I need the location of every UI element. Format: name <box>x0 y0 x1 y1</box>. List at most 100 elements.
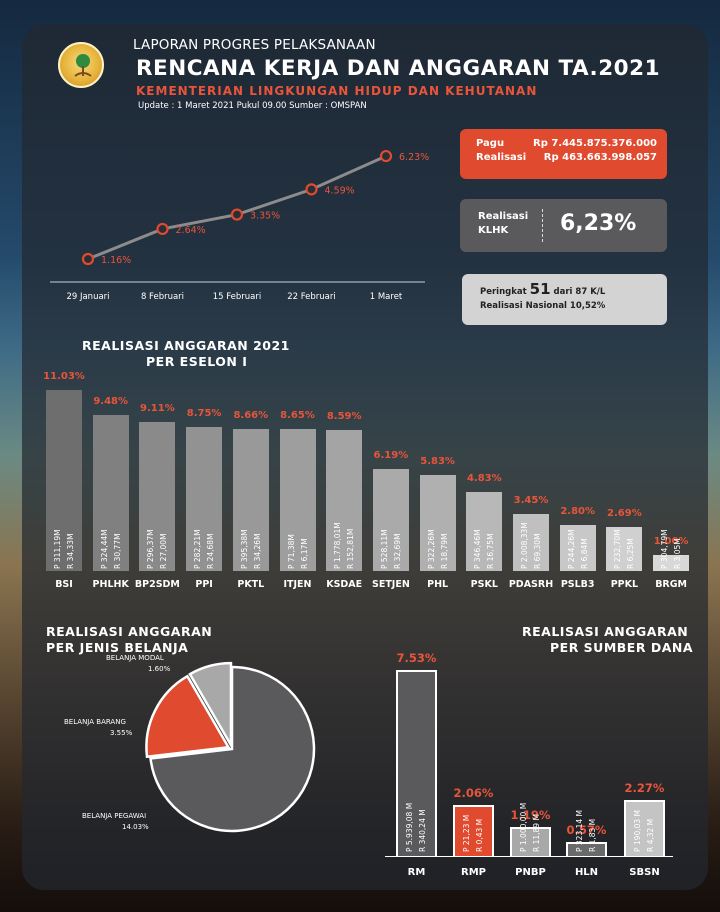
eselon-pct-label: 2.69% <box>607 507 642 519</box>
report-subtitle: LAPORAN PROGRES PELAKSANAAN <box>133 37 376 53</box>
progress-point-label: 4.59% <box>325 185 355 196</box>
eselon-realisasi-value: R 152,81M <box>346 528 356 569</box>
pie-slice <box>145 674 231 759</box>
jenis-belanja-pie-chart: BELANJA PEGAWAI 14.03% BELANJA BARANG 3.55%… <box>64 654 316 833</box>
eselon-category-label: SETJEN <box>371 579 410 590</box>
pie-slice-name: BELANJA MODAL <box>106 654 164 662</box>
eselon-pagu-value: P 232,70M <box>613 529 623 569</box>
eselon-bar <box>653 554 690 571</box>
eselon-category-label: PPI <box>195 579 213 590</box>
ranking-box: Peringkat 51 dari 87 K/L Realisasi Nasio… <box>462 274 667 325</box>
eselon-bar <box>46 390 82 571</box>
eselon-realisasi-value: R 6,17M <box>299 538 309 569</box>
eselon-subtitle: PER ESELON I <box>146 354 248 369</box>
eselon-pagu-value: P 304,79M <box>660 529 670 569</box>
x-axis-label: 15 Februari <box>213 292 262 302</box>
x-axis-label: 29 Januari <box>66 292 109 302</box>
eselon-pagu-value: P 528,11M <box>379 529 389 569</box>
eselon-pct-label: 11.03% <box>43 371 85 382</box>
eselon-pagu-value: P 1.778,01M <box>333 522 343 569</box>
rank-suffix: dari 87 K/L <box>553 287 606 297</box>
eselon-category-label: BP2SDM <box>134 579 180 590</box>
eselon-category-label: PPKL <box>610 579 639 590</box>
eselon-realisasi-value: R 69,30M <box>533 533 542 569</box>
pie-slice-value: 14.03% <box>122 823 149 831</box>
eselon-bar <box>279 429 316 571</box>
eselon-category-label: KSDAE <box>326 579 363 590</box>
ministry-logo <box>58 42 104 88</box>
progress-point-label: 2.64% <box>176 225 206 236</box>
eselon-bar <box>92 415 129 571</box>
eselon-realisasi-value: R 18,79M <box>439 533 449 569</box>
eselon-category-label: PHLHK <box>92 579 129 590</box>
eselon-realisasi-value: R 34,33M <box>66 533 75 569</box>
klhk-label-line1: Realisasi <box>478 211 529 222</box>
eselon-realisasi-value: R 30,77M <box>112 533 122 569</box>
eselon-pagu-value: P 346,46M <box>473 529 483 569</box>
eselon-pct-label: 9.11% <box>140 402 175 414</box>
divider <box>542 209 543 242</box>
eselon-pagu-value: P 2.008,33M <box>520 522 529 569</box>
pagu-realisasi-box: Pagu Rp 7.445.875.376.000 Realisasi Rp 4… <box>460 129 667 179</box>
national-realisasi: Realisasi Nasional 10,52% <box>480 301 606 311</box>
eselon-pct-label: 1.00% <box>653 535 689 547</box>
eselon-bar-chart: 11.03% BSI P 311,19M R 34,33M 9.48% PHLHK P 32… <box>43 371 690 590</box>
eselon-category-label: BSI <box>55 579 73 590</box>
pagu-value: Rp 7.445.875.376.000 <box>533 138 657 149</box>
x-axis-label: 1 Maret <box>370 292 403 302</box>
organization-name: KEMENTERIAN LINGKUNGAN HIDUP DAN KEHUTAN… <box>136 84 538 98</box>
pie-slice <box>188 661 233 750</box>
eselon-bar <box>419 475 456 571</box>
eselon-pct-label: 8.66% <box>233 409 269 421</box>
eselon-pagu-value: P 296,37M <box>146 529 156 569</box>
eselon-pct-label: 8.59% <box>326 411 362 423</box>
jenis-belanja-subtitle: PER JENIS BELANJA <box>46 640 189 655</box>
report-title: RENCANA KERJA DAN ANGGARAN TA.2021 <box>136 56 661 81</box>
pie-slice-name: BELANJA PEGAWAI <box>82 812 146 820</box>
sumber-dana-title: REALISASI ANGGARAN <box>522 624 689 639</box>
progress-point-label: 1.16% <box>101 255 131 266</box>
jenis-belanja-title: REALISASI ANGGARAN <box>46 624 213 639</box>
pagu-label: Pagu <box>476 138 505 149</box>
eselon-pct-label: 2.80% <box>560 506 596 518</box>
sumber-dana-subtitle: PER SUMBER DANA <box>550 640 693 655</box>
rank-value: 51 <box>529 280 551 298</box>
klhk-label-line2: KLHK <box>478 225 509 236</box>
realisasi-label: Realisasi <box>476 152 527 163</box>
pie-slice-value: 3.55% <box>110 729 133 737</box>
eselon-pct-label: 8.65% <box>280 410 315 422</box>
eselon-pct-label: 3.45% <box>513 495 549 507</box>
eselon-realisasi-value: R 6,25M <box>626 538 636 569</box>
eselon-category-label: PHL <box>427 579 449 590</box>
eselon-category-label: PKTL <box>237 579 265 590</box>
eselon-realisasi-value: R 16,75M <box>486 533 496 569</box>
eselon-pagu-value: P 244,26M <box>566 529 576 569</box>
eselon-pagu-value: P 71,38M <box>286 534 296 569</box>
update-info: Update : 1 Maret 2021 Pukul 09.00 Sumber… <box>138 101 367 111</box>
x-axis-label: 22 Februari <box>287 292 336 302</box>
klhk-realisasi-box: Realisasi KLHK 6,23% <box>460 199 667 252</box>
rank-prefix: Peringkat <box>480 287 527 297</box>
progress-point-label: 3.35% <box>250 211 280 222</box>
eselon-bar <box>232 428 269 571</box>
eselon-pagu-value: P 324,44M <box>99 529 109 569</box>
progress-point <box>156 222 169 236</box>
eselon-bar <box>139 421 176 571</box>
x-axis-label: 8 Februari <box>141 292 184 302</box>
eselon-pct-label: 4.83% <box>466 472 502 484</box>
progress-line-chart: 1.16% 29 Januari 2.64% 8 Februari 3.35% 15 Fe… <box>50 149 429 302</box>
progress-point <box>230 208 244 221</box>
eselon-pagu-value: P 311,19M <box>53 529 62 569</box>
pie-slice-name: BELANJA BARANG <box>64 718 126 726</box>
eselon-bar <box>559 525 596 571</box>
progress-point <box>379 149 393 163</box>
eselon-bar <box>186 427 223 571</box>
eselon-pct-label: 9.48% <box>93 396 129 408</box>
eselon-category-label: BRGM <box>655 579 687 590</box>
pie-slice <box>149 665 316 833</box>
eselon-pct-label: 8.75% <box>186 408 222 420</box>
eselon-title: REALISASI ANGGARAN 2021 <box>82 338 290 353</box>
klhk-percentage: 6,23% <box>560 211 637 236</box>
eselon-realisasi-value: R 6,84M <box>579 538 589 569</box>
eselon-pagu-value: P 395,38M <box>239 529 249 569</box>
